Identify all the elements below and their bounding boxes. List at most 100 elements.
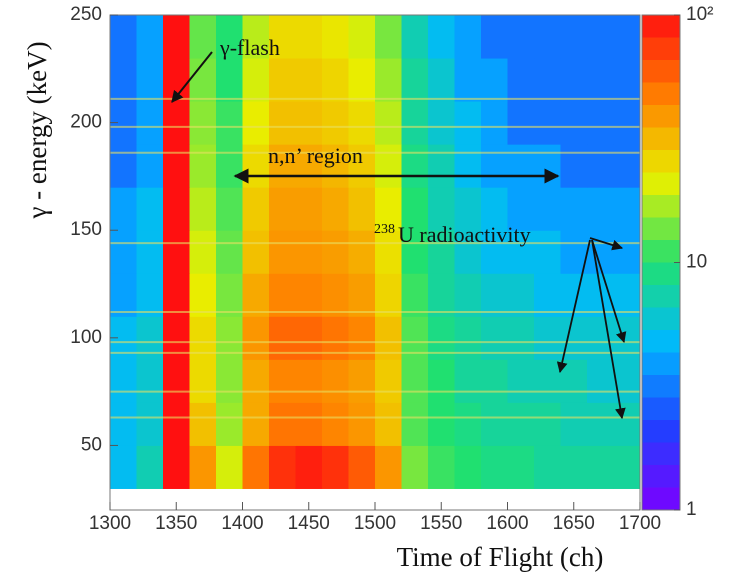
x-tick-label: 1700 (619, 513, 661, 534)
heat-cell (242, 359, 270, 403)
heat-cell (454, 445, 482, 489)
heat-cell (322, 402, 349, 446)
heat-cell (242, 144, 270, 188)
heat-cell (216, 230, 243, 274)
heat-cell (189, 58, 217, 102)
heat-cell (189, 144, 217, 188)
colorbar-step (642, 375, 680, 398)
heat-cell (560, 58, 588, 102)
heat-cell (136, 230, 164, 274)
heat-cell (613, 101, 641, 145)
heat-cell (613, 15, 641, 59)
heat-cell (110, 273, 137, 317)
heat-cell (454, 101, 482, 145)
heat-cell (534, 402, 561, 446)
heat-cell (242, 187, 270, 231)
y-tick-label: 50 (81, 434, 102, 455)
heat-cell (454, 230, 482, 274)
heat-cell (242, 101, 270, 145)
heat-cell (269, 230, 296, 274)
heat-cell (295, 230, 323, 274)
heat-cell (401, 15, 429, 59)
heat-cell (189, 445, 217, 489)
x-tick-label: 1300 (89, 513, 131, 534)
heat-cell (189, 402, 217, 446)
heat-cell (587, 144, 614, 188)
arrows (556, 237, 627, 420)
heat-cell (163, 359, 190, 403)
heat-cell (507, 230, 535, 274)
heat-cell (507, 273, 535, 317)
heat-cell (481, 187, 508, 231)
heat-cell (401, 101, 429, 145)
colorbar-step (642, 465, 680, 488)
heat-cell (375, 101, 402, 145)
heat-cell (375, 445, 402, 489)
heat-cell (269, 359, 296, 403)
heat-cell (110, 187, 137, 231)
heat-cell (242, 273, 270, 317)
y-axis-label: γ - energy (keV) (22, 41, 52, 219)
heat-cell (507, 359, 535, 403)
colorbar-step (642, 240, 680, 263)
colorbar-tick-label: 10 (686, 252, 707, 273)
heat-cell (295, 15, 323, 59)
heat-cell (136, 445, 164, 489)
heat-cell (189, 101, 217, 145)
heat-cell (481, 101, 508, 145)
heat-cell (322, 230, 349, 274)
heat-cell (322, 58, 349, 102)
arrow (171, 51, 213, 103)
heat-cell (348, 15, 376, 59)
heat-cell (454, 15, 482, 59)
heat-cell (375, 15, 402, 59)
heat-cell (560, 15, 588, 59)
heat-cell (534, 187, 561, 231)
colorbar-step (642, 420, 680, 443)
heat-cell (428, 15, 455, 59)
heat-cell (507, 144, 535, 188)
heat-cell (269, 273, 296, 317)
heat-cell (348, 101, 376, 145)
heat-cell (216, 187, 243, 231)
colorbar-step (642, 60, 680, 83)
colorbar-step (642, 352, 680, 376)
heat-cell (110, 15, 137, 59)
heat-cell (295, 101, 323, 145)
heat-cell (216, 273, 243, 317)
heat-cell (560, 402, 588, 446)
heat-cell (587, 359, 614, 403)
heat-cell (428, 58, 455, 102)
heat-cell (560, 359, 588, 403)
heat-cell (534, 273, 561, 317)
heat-cell (375, 144, 402, 188)
heat-cell (507, 58, 535, 102)
heat-cell (269, 58, 296, 102)
heat-cell (613, 402, 641, 446)
arrow (591, 239, 627, 344)
colorbar-step (642, 262, 680, 286)
heat-cell (269, 402, 296, 446)
x-tick-label: 1500 (354, 513, 396, 534)
heat-cell (216, 359, 243, 403)
heat-cell (428, 359, 455, 403)
heat-cell (295, 273, 323, 317)
heat-cell (189, 359, 217, 403)
arrow (591, 239, 626, 420)
arrow (589, 237, 624, 251)
heat-cell (163, 402, 190, 446)
heat-cell (454, 402, 482, 446)
heat-cell (375, 187, 402, 231)
heat-cell (216, 15, 243, 59)
heat-cell (110, 144, 137, 188)
heat-cell (375, 273, 402, 317)
heat-cell (242, 58, 270, 102)
colorbar-step (642, 217, 680, 241)
heat-cell (534, 101, 561, 145)
heat-cell (348, 187, 376, 231)
heat-cell (163, 273, 190, 317)
heat-cell (507, 15, 535, 59)
colorbar-step (642, 82, 680, 106)
heat-cell (560, 101, 588, 145)
heat-cell (454, 144, 482, 188)
